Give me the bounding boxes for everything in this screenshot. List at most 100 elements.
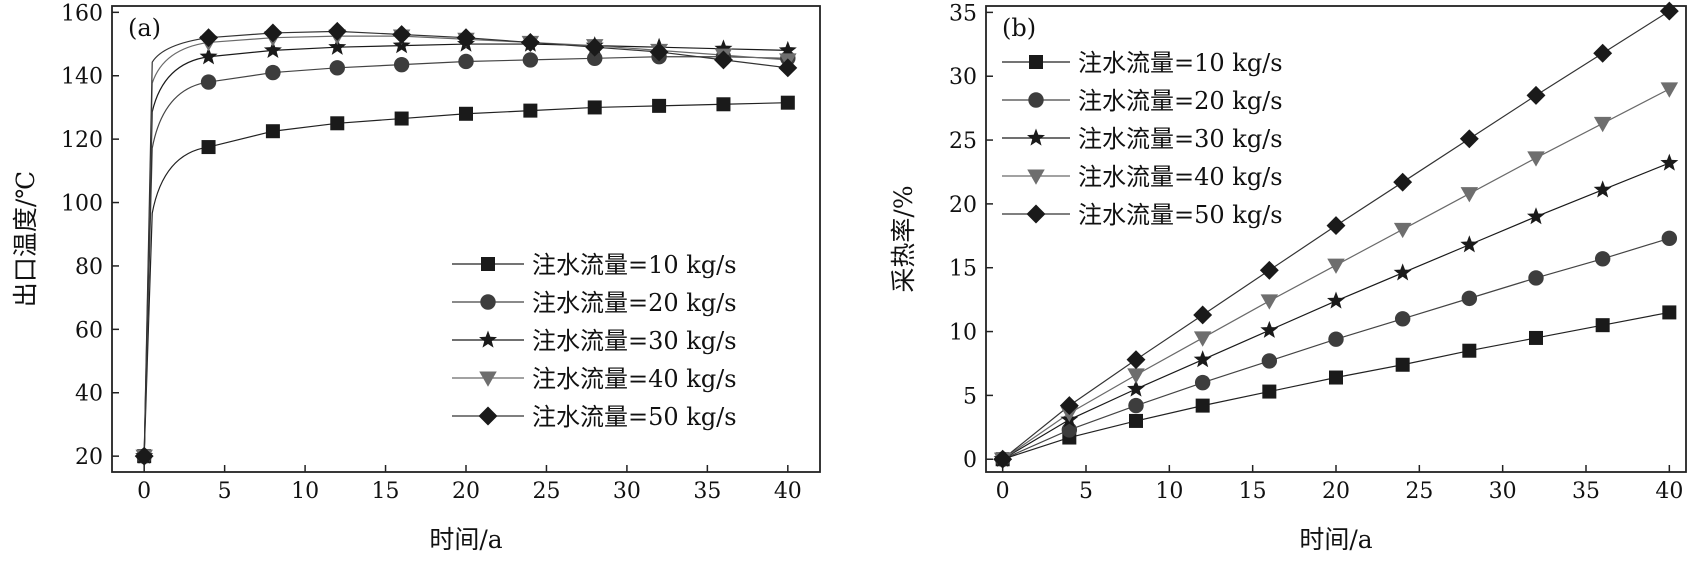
b-legend-marker-5 <box>1026 204 1046 224</box>
a-series-1-point <box>780 95 795 110</box>
b-x-tick-label: 25 <box>1405 479 1433 504</box>
panel-a-markers <box>134 21 798 466</box>
b-series-3-point <box>1593 180 1612 198</box>
b-series-4-point <box>1260 294 1279 310</box>
panel-a: (a) 0 5 10 15 20 25 30 35 40 20 40 60 80 100 120 140 160… <box>11 1 821 554</box>
a-legend-label-4: 注水流量=40 kg/s <box>532 365 737 393</box>
a-series-line-2 <box>143 56 788 457</box>
panel-a-x-axis-label: 时间/a <box>429 525 502 554</box>
b-series-5-point <box>1059 396 1079 416</box>
b-series-5-point <box>993 449 1013 469</box>
panel-a-legend: 注水流量=10 kg/s 注水流量=20 kg/s 注水流量=30 kg/s 注水流量… <box>452 251 737 431</box>
a-x-tick-label: 30 <box>613 479 641 504</box>
b-series-2-point <box>1394 311 1411 327</box>
a-series-3-point <box>199 47 218 65</box>
b-series-1-point <box>1129 413 1143 428</box>
panel-a-y-axis-label: 出口温度/℃ <box>11 171 40 307</box>
a-x-tick-label: 5 <box>218 479 232 504</box>
a-series-2-point <box>522 52 539 68</box>
b-series-5-point <box>1126 350 1146 370</box>
b-series-5-point <box>1326 216 1346 236</box>
a-x-tick-label: 10 <box>291 479 319 504</box>
panel-b-ticks: 0 5 10 15 20 25 30 35 40 0 5 10 15 20 25 30 35 <box>949 1 1683 504</box>
b-series-5-point <box>1193 305 1213 325</box>
b-legend-label-2: 注水流量=20 kg/s <box>1078 87 1283 115</box>
a-series-1-point <box>587 100 602 115</box>
b-series-2-point <box>1328 331 1344 347</box>
b-series-3-point <box>1260 320 1279 338</box>
a-series-5-point <box>520 33 540 52</box>
b-y-tick-label: 35 <box>949 1 977 26</box>
a-series-1-point <box>652 98 667 113</box>
a-series-2-point <box>393 56 410 73</box>
b-series-2-point <box>1128 397 1144 414</box>
a-series-2-point <box>458 53 474 70</box>
a-series-2-point <box>587 50 603 67</box>
a-series-1-point <box>523 103 538 118</box>
a-series-3-point <box>263 40 282 59</box>
panel-b-y-axis-label: 采热率/% <box>889 185 918 292</box>
a-series-5-point <box>456 28 476 48</box>
a-legend-label-5: 注水流量=50 kg/s <box>532 403 737 431</box>
b-y-tick-label: 30 <box>949 65 977 90</box>
b-y-tick-label: 0 <box>963 448 977 473</box>
b-series-3-point <box>1327 291 1345 309</box>
a-series-1-point <box>201 140 216 155</box>
a-x-tick-label: 35 <box>693 479 721 504</box>
b-series-4-point <box>1393 222 1412 239</box>
a-x-tick-label: 20 <box>452 479 480 504</box>
a-legend-marker-5 <box>478 406 498 426</box>
a-series-1-point <box>716 97 731 112</box>
a-x-tick-label: 15 <box>372 479 400 504</box>
a-legend-label-2: 注水流量=20 kg/s <box>532 289 737 317</box>
a-y-tick-label: 100 <box>61 192 103 217</box>
a-x-tick-label: 40 <box>774 479 802 504</box>
b-x-tick-label: 10 <box>1155 479 1183 504</box>
panel-b: (b) 0 5 10 15 20 25 30 35 40 0 5 10 15 20 25 30 35 注水流量=… <box>889 1 1687 554</box>
a-series-line-4 <box>143 35 788 457</box>
a-y-tick-label: 120 <box>61 128 103 153</box>
b-series-5-point <box>1526 85 1546 105</box>
b-series-3-point <box>1460 235 1479 253</box>
b-series-2-point <box>1061 422 1078 438</box>
b-series-3-point <box>1660 153 1679 171</box>
b-series-5-point <box>1459 129 1479 149</box>
b-legend-label-3: 注水流量=30 kg/s <box>1078 125 1283 153</box>
a-series-5-point <box>327 21 347 41</box>
b-x-tick-label: 5 <box>1079 479 1093 504</box>
b-legend-marker-3 <box>1027 128 1045 146</box>
panel-b-tag: (b) <box>1002 14 1036 42</box>
a-legend-marker-1 <box>481 257 495 271</box>
b-y-tick-label: 10 <box>949 321 977 346</box>
b-series-4-point <box>1327 258 1345 274</box>
a-legend-label-3: 注水流量=30 kg/s <box>532 327 737 355</box>
a-legend-label-1: 注水流量=10 kg/s <box>532 251 737 279</box>
a-series-1-point <box>459 106 473 121</box>
b-series-1-point <box>1395 357 1410 372</box>
a-series-2-point <box>265 64 281 81</box>
a-series-line-1 <box>143 102 788 457</box>
a-x-tick-label: 25 <box>532 479 560 504</box>
b-series-4-point <box>1127 368 1145 384</box>
b-series-1-point <box>1462 343 1477 358</box>
a-series-5-point <box>134 446 154 466</box>
a-y-tick-label: 80 <box>75 255 103 280</box>
b-series-4-point <box>1593 116 1612 133</box>
a-legend-marker-4 <box>479 371 497 387</box>
b-series-2-point <box>1528 270 1544 286</box>
a-series-5-point <box>392 25 412 44</box>
b-x-tick-label: 35 <box>1572 479 1600 504</box>
b-y-tick-label: 5 <box>963 384 977 409</box>
b-y-tick-label: 15 <box>949 257 977 282</box>
a-y-tick-label: 40 <box>75 382 103 407</box>
a-y-tick-label: 140 <box>61 65 103 90</box>
a-series-2-point <box>329 60 345 76</box>
b-x-tick-label: 40 <box>1655 479 1683 504</box>
b-series-3-point <box>1193 350 1212 368</box>
b-series-1-point <box>1595 318 1610 333</box>
b-x-tick-label: 0 <box>996 479 1010 504</box>
a-legend-marker-2 <box>480 294 496 310</box>
a-y-tick-label: 20 <box>75 445 103 470</box>
panel-a-tag: (a) <box>128 14 161 42</box>
